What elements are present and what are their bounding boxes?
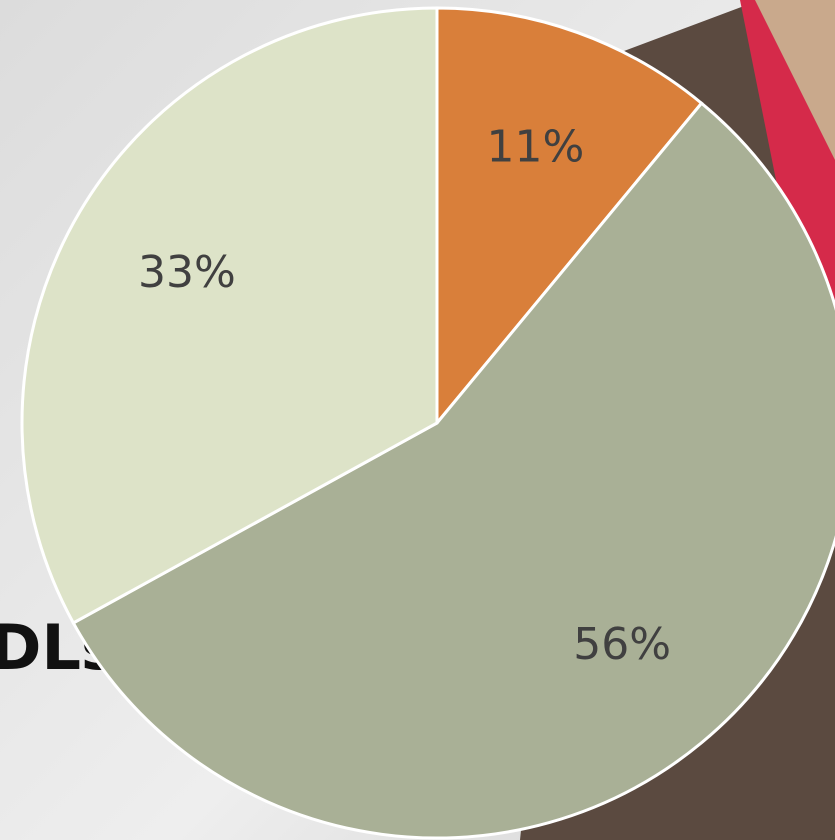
data-label: 33% [138, 247, 236, 298]
data-label: 56% [573, 619, 671, 670]
slide: DLs 11%56%33% [0, 0, 835, 840]
pie: 11% 56% 33% [22, 8, 835, 838]
data-label: 11% [487, 122, 585, 173]
page: {"slide_text": "DLs", "chart_data": {"ty… [0, 0, 835, 840]
